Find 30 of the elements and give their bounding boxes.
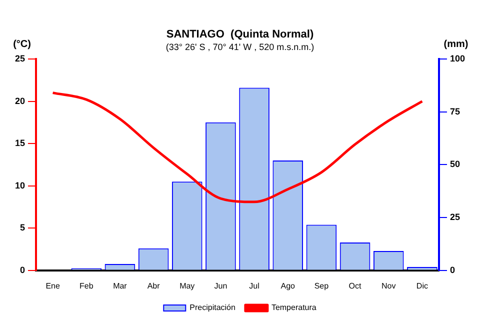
y2-tick-label: 50 xyxy=(450,159,460,170)
x-tick-label: Feb xyxy=(79,281,94,290)
y-tick-label: 15 xyxy=(14,138,26,148)
y-tick-label: 5 xyxy=(20,222,26,233)
line-series xyxy=(52,92,424,204)
x-tick-label: Jun xyxy=(214,281,228,290)
x-tick-label: Mar xyxy=(113,281,128,290)
legend-label: Precipitación xyxy=(190,303,236,312)
y-tick-label: 25 xyxy=(14,53,26,64)
x-tick-label: Sep xyxy=(314,281,330,290)
y-tick-label: 20 xyxy=(14,96,26,106)
x-tick-label: Jul xyxy=(249,281,260,290)
legend-label: Temperatura xyxy=(271,303,317,312)
y2-tick-label: 0 xyxy=(450,264,455,275)
x-tick-label: Abr xyxy=(147,281,160,290)
y-tick-label: 10 xyxy=(14,180,26,190)
y-axis-title: (°C) xyxy=(13,38,31,50)
y-tick-label: 0 xyxy=(20,264,26,275)
y2-axis-title: (mm) xyxy=(444,38,468,50)
x-tick-label: Nov xyxy=(381,281,396,290)
x-tick-label: Ene xyxy=(46,281,60,290)
chart-subtitle: (33° 26' S , 70° 41' W , 520 m.s.n.m.) xyxy=(166,42,314,52)
x-tick-label: Oct xyxy=(348,281,362,290)
y2-tick-label: 100 xyxy=(450,53,466,64)
y2-tick-label: 75 xyxy=(450,106,460,116)
chart-title: SANTIAGO (Quinta Normal) xyxy=(166,28,314,41)
x-tick-label: May xyxy=(180,281,195,290)
x-tick-label: Ago xyxy=(280,281,296,290)
x-tick-label: Dic xyxy=(416,281,428,290)
y2-tick-label: 25 xyxy=(450,212,460,222)
